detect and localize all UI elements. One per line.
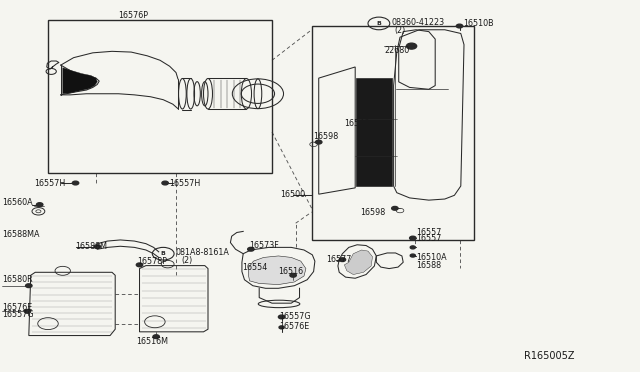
- Text: 16576E: 16576E: [279, 322, 309, 331]
- Text: 16577: 16577: [326, 255, 352, 264]
- Text: 16588MA: 16588MA: [2, 230, 40, 239]
- Polygon shape: [248, 256, 306, 285]
- Circle shape: [162, 181, 168, 185]
- Text: 081A8-8161A: 081A8-8161A: [176, 248, 230, 257]
- Text: 16510A: 16510A: [416, 253, 447, 262]
- Text: 08360-41223: 08360-41223: [392, 18, 445, 27]
- Text: 16546: 16546: [344, 119, 369, 128]
- Polygon shape: [344, 250, 372, 275]
- Text: 16557G: 16557G: [2, 310, 33, 319]
- Text: 16580R: 16580R: [2, 275, 33, 284]
- Circle shape: [94, 245, 100, 248]
- Circle shape: [290, 273, 296, 277]
- Text: 16557G: 16557G: [279, 312, 310, 321]
- Text: (2): (2): [181, 256, 193, 265]
- Text: R165005Z: R165005Z: [524, 352, 574, 361]
- Circle shape: [456, 24, 463, 28]
- Text: B: B: [376, 21, 381, 26]
- Text: 16560A: 16560A: [2, 198, 33, 207]
- Circle shape: [36, 203, 43, 206]
- Circle shape: [26, 284, 32, 288]
- Text: 16598: 16598: [360, 208, 385, 217]
- Circle shape: [72, 181, 79, 185]
- Text: 16588: 16588: [416, 262, 441, 270]
- Text: 16598: 16598: [314, 132, 339, 141]
- Circle shape: [279, 326, 284, 329]
- Polygon shape: [356, 78, 392, 186]
- Text: 16576E: 16576E: [2, 303, 32, 312]
- Text: 16516: 16516: [278, 267, 303, 276]
- Text: 16557: 16557: [416, 228, 442, 237]
- Circle shape: [153, 335, 159, 339]
- Circle shape: [316, 140, 322, 144]
- Circle shape: [410, 236, 416, 240]
- Text: 16510B: 16510B: [463, 19, 493, 28]
- Circle shape: [410, 254, 415, 257]
- Circle shape: [410, 246, 415, 249]
- Text: 22680: 22680: [384, 46, 409, 55]
- Circle shape: [248, 247, 254, 251]
- Circle shape: [339, 258, 346, 262]
- Text: 16578P: 16578P: [138, 257, 168, 266]
- Text: 16516M: 16516M: [136, 337, 168, 346]
- Text: 16576P: 16576P: [118, 12, 148, 20]
- Circle shape: [406, 43, 417, 49]
- Polygon shape: [63, 68, 97, 94]
- Text: B: B: [161, 251, 166, 256]
- Circle shape: [392, 206, 398, 210]
- Text: 16557H: 16557H: [170, 179, 201, 187]
- Text: 16557H: 16557H: [35, 179, 66, 187]
- Text: 16554: 16554: [242, 263, 267, 272]
- Circle shape: [278, 315, 285, 319]
- Circle shape: [136, 263, 143, 267]
- Circle shape: [24, 310, 31, 313]
- Text: 16573F: 16573F: [250, 241, 279, 250]
- Text: 16588M: 16588M: [76, 242, 108, 251]
- Text: 16500: 16500: [280, 190, 305, 199]
- Text: 16557: 16557: [416, 234, 442, 243]
- Text: (2): (2): [394, 26, 406, 35]
